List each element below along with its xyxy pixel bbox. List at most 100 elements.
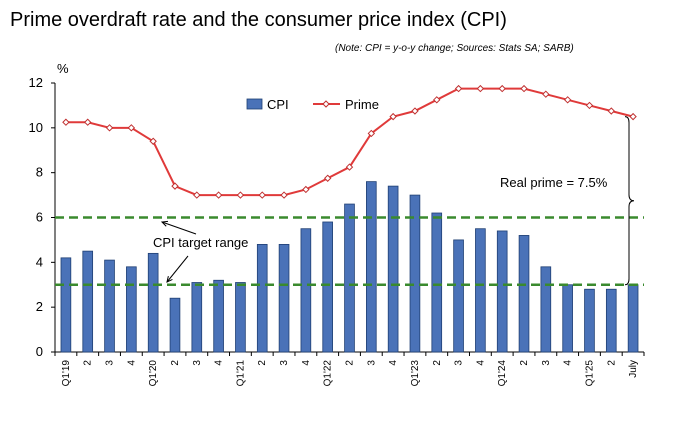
legend-prime-marker [322,100,330,108]
cpi-bar [126,266,137,353]
prime-point [389,112,397,121]
x-tick-label: Q1'21 [235,360,246,387]
x-tick-label: 4 [475,360,486,366]
x-tick-label: 3 [541,360,552,366]
x-tick-label: 4 [214,360,225,366]
cpi-bar [235,282,246,353]
legend-cpi-label: CPI [267,97,289,112]
cpi-bar [169,297,181,353]
cpi-bar [256,243,268,353]
cpi-bar [496,230,508,353]
prime-point [193,191,201,199]
target-range-label: CPI target range [153,235,248,250]
y-tick-label: 4 [36,254,43,269]
legend-cpi-swatch [246,98,263,110]
x-tick-label: Q1'25 [584,360,595,387]
cpi-bar [387,185,399,353]
x-tick-label: 4 [301,360,312,366]
x-tick-label: 4 [388,360,399,366]
prime-point [498,84,506,93]
target-arrow-lower [166,255,189,283]
y-axis-unit-label: % [57,61,69,76]
cpi-bar [191,282,203,353]
prime-point [84,118,92,126]
chart-note: (Note: CPI = y-o-y change; Sources: Stat… [335,43,574,54]
y-tick-label: 2 [36,299,43,314]
legend-prime-label: Prime [345,97,379,112]
y-tick-label: 10 [29,120,43,135]
x-tick-label: July [628,360,639,378]
x-tick-label: 3 [454,360,465,366]
prime-point [105,124,114,132]
x-tick-label: 2 [519,360,530,366]
cpi-bar [300,228,312,353]
x-tick-label: 2 [432,360,443,366]
real-prime-label-bg [496,171,620,193]
cpi-bar [344,203,355,353]
y-tick-label: 8 [36,165,43,180]
prime-point [280,191,288,199]
prime-point [607,107,615,115]
x-tick-label: Q1'22 [323,360,334,387]
prime-point [214,191,223,199]
prime-point [411,107,419,115]
prime-point [542,90,550,98]
real-prime-label: Real prime = 7.5% [500,175,608,190]
prime-point [520,84,528,93]
target-arrow-lower-head [166,276,173,283]
y-tick-label: 12 [29,75,43,90]
cpi-bar [627,284,639,353]
cpi-bar [453,239,464,353]
cpi-bar [431,212,443,353]
prime-point [454,84,463,93]
cpi-bar [278,243,290,353]
x-tick-label: 3 [366,360,377,366]
cpi-bar [147,252,159,353]
cpi-bar [409,194,421,353]
target-arrow-upper-head [160,220,169,227]
cpi-bar [475,228,486,353]
x-tick-label: 2 [257,360,268,366]
y-tick-label: 6 [36,210,43,225]
cpi-bar [82,250,94,353]
prime-point [367,129,376,138]
x-tick-label: 2 [170,360,181,366]
x-tick-label: 2 [83,360,94,366]
x-tick-label: Q1'19 [61,360,72,387]
prime-point [563,96,572,104]
prime-point [433,96,441,104]
cpi-bar [366,181,377,353]
x-tick-label: 2 [606,360,617,366]
cpi-bar [562,284,573,353]
cpi-bar [322,221,333,353]
x-tick-label: 3 [192,360,203,366]
prime-point [127,124,136,132]
chart-title: Prime overdraft rate and the consumer pr… [10,9,507,31]
prime-point [629,112,637,121]
x-tick-label: 2 [345,360,356,366]
x-tick-label: Q1'23 [410,360,421,387]
prime-point [236,191,245,199]
x-tick-label: Q1'20 [148,360,159,387]
prime-point [258,191,266,199]
cpi-bar [540,266,552,353]
cpi-bar [213,279,224,353]
prime-point [323,174,332,182]
prime-point [302,185,310,194]
prime-point [345,163,354,171]
prime-point [62,118,70,126]
prime-point [585,101,594,110]
cpi-bar [60,257,72,353]
y-tick-label: 0 [36,344,43,359]
x-tick-label: 3 [105,360,116,366]
x-tick-label: Q1'24 [497,360,508,387]
prime-point [476,84,485,93]
real-prime-bracket [624,116,635,286]
cpi-bar [605,288,617,353]
prime-point [149,137,157,145]
x-tick-label: 4 [563,360,574,366]
x-tick-label: 3 [279,360,290,366]
x-tick-label: 4 [126,360,137,366]
prime-point [171,182,179,190]
